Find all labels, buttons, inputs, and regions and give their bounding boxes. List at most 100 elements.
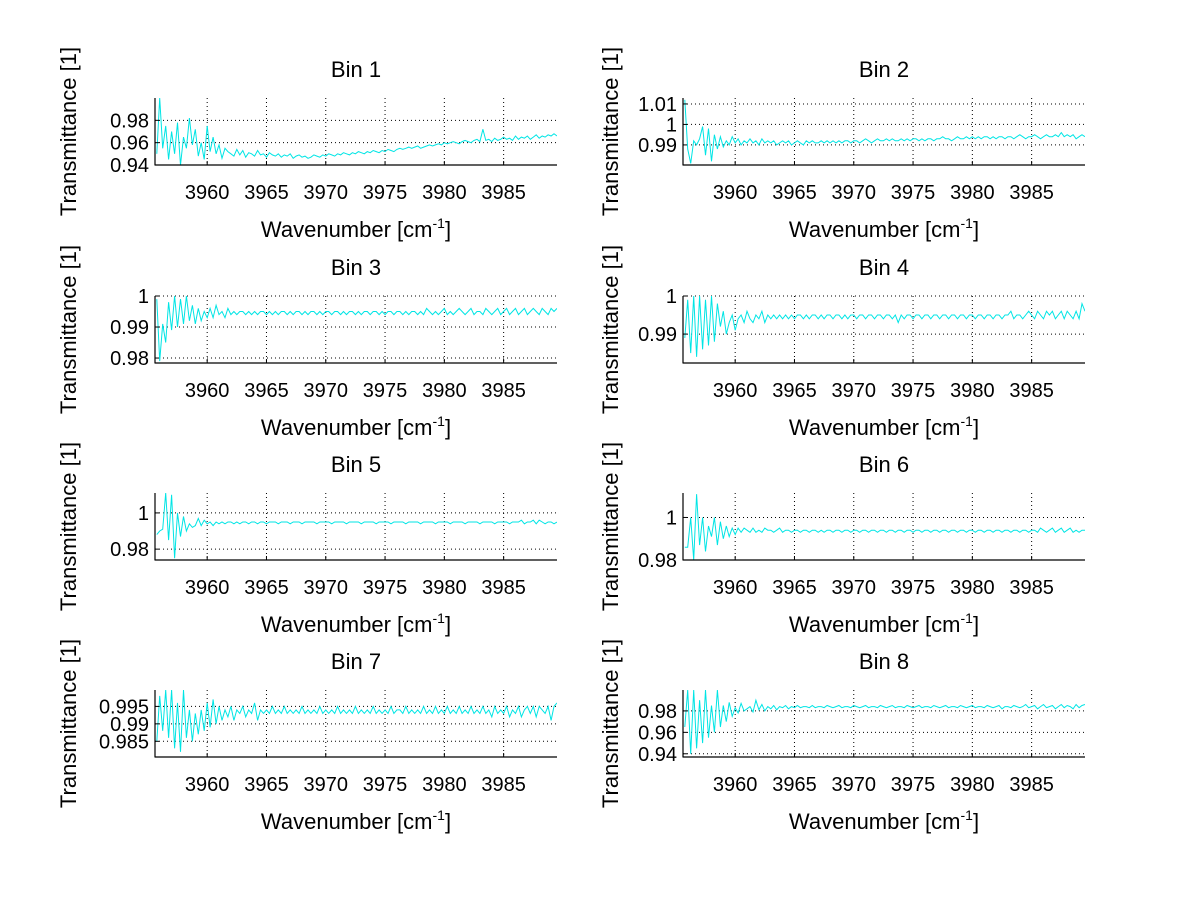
x-axis-label-superscript: -1 [433,215,446,231]
x-axis-label-main: Wavenumber [cm [789,612,961,637]
subplot-title: Bin 1 [331,57,381,82]
x-axis-label: Wavenumber [cm-1] [261,610,451,637]
subplot-bin-5: 3960 3965 3970 3975 3980 3985 0.98 1 Bin 5 Wavenu… [56,442,557,637]
y-axis-label: Transmittance [1] [56,442,81,611]
x-tick-label: 3975 [363,774,408,796]
x-tick-label: 3960 [713,577,758,599]
subplot-title: Bin 2 [859,57,909,82]
x-tick-label: 3960 [185,380,230,402]
x-axis-label-end: ] [445,217,451,242]
y-tick-label: 1 [138,503,149,525]
x-tick-label: 3980 [422,577,467,599]
y-axis-label: Transmittance [1] [598,47,623,216]
x-tick-label: 3970 [832,380,877,402]
x-axis-label: Wavenumber [cm-1] [789,413,979,440]
series-line [156,690,557,752]
y-tick-label: 1 [138,286,149,308]
x-tick-label: 3985 [481,182,526,204]
y-tick-label: 0.98 [638,550,677,572]
x-tick-label: 3970 [304,380,349,402]
series-line [156,98,557,165]
subplot-title: Bin 4 [859,255,909,280]
x-tick-label: 3975 [363,577,408,599]
x-axis-label-superscript: -1 [961,215,974,231]
x-tick-label: 3975 [891,774,936,796]
series-line [684,99,1085,164]
x-tick-label: 3960 [713,182,758,204]
y-tick-label: 0.96 [110,133,149,155]
x-tick-label: 3965 [772,774,817,796]
x-tick-label: 3960 [185,774,230,796]
y-axis-label: Transmittance [1] [56,245,81,414]
x-tick-label: 3970 [832,577,877,599]
y-tick-label: 0.94 [638,744,677,766]
x-axis-label-main: Wavenumber [cm [789,217,961,242]
y-tick-label: 0.99 [110,317,149,339]
x-axis-label-superscript: -1 [961,413,974,429]
x-axis-label-superscript: -1 [433,807,446,823]
y-tick-label: 0.94 [110,155,149,177]
y-tick-label: 1 [666,286,677,308]
y-tick-label: 0.98 [110,539,149,561]
x-tick-label: 3985 [481,577,526,599]
y-tick-label: 0.99 [638,135,677,157]
x-tick-label: 3960 [713,380,758,402]
y-tick-label: 0.98 [110,110,149,132]
subplot-bin-8: 3960 3965 3970 3975 3980 3985 0.940.960.98 Bin … [598,639,1085,834]
series-line [684,296,1085,357]
y-axis-label: Transmittance [1] [56,639,81,808]
x-axis-label: Wavenumber [cm-1] [261,807,451,834]
x-tick-label: 3960 [713,774,758,796]
y-axis-label: Transmittance [1] [598,245,623,414]
x-tick-label: 3960 [185,182,230,204]
y-tick-label: 1 [666,507,677,529]
x-axis-label-main: Wavenumber [cm [261,217,433,242]
x-axis-label-superscript: -1 [961,807,974,823]
subplot-title: Bin 7 [331,649,381,674]
y-tick-label: 1.01 [638,94,677,116]
x-tick-label: 3965 [772,577,817,599]
x-tick-label: 3965 [772,380,817,402]
x-tick-label: 3980 [950,774,995,796]
subplot-bin-4: 3960 3965 3970 3975 3980 3985 0.99 1 Bin 4 Wavenu… [598,245,1085,440]
series-line [684,690,1085,754]
x-axis-label-superscript: -1 [433,413,446,429]
x-tick-label: 3970 [832,774,877,796]
y-axis-label: Transmittance [1] [598,639,623,808]
x-axis-label: Wavenumber [cm-1] [261,215,451,242]
x-axis-label-main: Wavenumber [cm [261,612,433,637]
x-tick-label: 3985 [1009,774,1054,796]
x-tick-label: 3980 [950,577,995,599]
x-axis-label: Wavenumber [cm-1] [789,215,979,242]
series-line [156,493,557,559]
x-tick-label: 3970 [304,577,349,599]
x-tick-label: 3985 [481,380,526,402]
y-tick-label: 0.98 [110,348,149,370]
x-axis-label-superscript: -1 [961,610,974,626]
x-tick-label: 3965 [244,577,289,599]
subplot-title: Bin 6 [859,452,909,477]
x-tick-label: 3975 [363,182,408,204]
subplot-title: Bin 8 [859,649,909,674]
x-axis-label: Wavenumber [cm-1] [789,807,979,834]
y-axis-label: Transmittance [1] [56,47,81,216]
x-tick-label: 3965 [244,182,289,204]
x-tick-label: 3965 [244,774,289,796]
y-tick-label: 0.99 [110,714,149,736]
x-axis-label-end: ] [973,809,979,834]
x-tick-label: 3980 [422,380,467,402]
x-tick-label: 3965 [244,380,289,402]
x-tick-label: 3980 [422,182,467,204]
x-axis-label: Wavenumber [cm-1] [789,610,979,637]
subplot-title: Bin 5 [331,452,381,477]
x-axis-label-main: Wavenumber [cm [789,809,961,834]
x-tick-label: 3985 [481,774,526,796]
x-axis-label-end: ] [973,415,979,440]
x-axis-label-end: ] [445,809,451,834]
y-tick-label: 1 [666,114,677,136]
x-tick-label: 3970 [304,182,349,204]
x-tick-label: 3985 [1009,577,1054,599]
